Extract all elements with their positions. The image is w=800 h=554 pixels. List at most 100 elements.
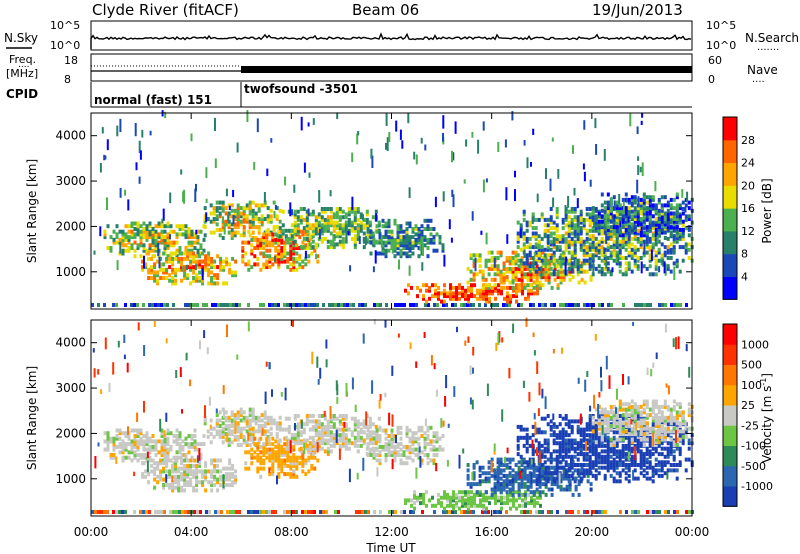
data-cell (567, 422, 571, 427)
data-cell (472, 303, 475, 307)
data-cell (399, 227, 403, 231)
data-cell (627, 266, 631, 271)
data-cell (206, 434, 210, 439)
data-cell (296, 435, 300, 440)
data-cell (627, 253, 631, 258)
data-cell (579, 217, 583, 222)
data-cell (449, 285, 452, 290)
data-cell (591, 217, 595, 222)
data-cell (434, 288, 437, 293)
data-cell (353, 427, 357, 432)
data-cell (228, 461, 232, 466)
data-cell (396, 229, 400, 234)
data-cell (277, 265, 281, 270)
data-cell (269, 219, 273, 224)
data-cell (171, 485, 175, 490)
data-cell (534, 234, 538, 239)
data-cell (553, 457, 557, 462)
data-cell (375, 428, 379, 433)
power-colorbar-tick: 4 (741, 270, 748, 283)
data-cell (537, 427, 541, 432)
data-cell (594, 473, 598, 478)
data-cell (180, 262, 184, 267)
data-cell (171, 483, 175, 487)
data-cell (540, 454, 544, 459)
data-cell (314, 231, 318, 236)
data-cell (559, 261, 563, 266)
data-cell (353, 212, 357, 217)
data-cell (408, 265, 411, 276)
data-cell (413, 506, 416, 511)
data-cell (377, 223, 381, 228)
data-cell (582, 258, 586, 263)
data-cell (509, 285, 512, 290)
data-cell (666, 227, 670, 232)
data-cell (411, 243, 415, 248)
data-cell (230, 421, 234, 426)
data-cell (437, 498, 440, 503)
data-cell (399, 251, 403, 256)
data-cell (109, 439, 113, 444)
data-cell (423, 439, 427, 444)
data-cell (552, 245, 556, 250)
data-cell (121, 458, 125, 463)
data-cell (541, 476, 545, 481)
data-cell (231, 270, 235, 275)
data-cell (434, 294, 437, 299)
data-cell (177, 488, 181, 493)
data-cell (654, 222, 658, 227)
data-cell (567, 239, 571, 244)
data-cell (675, 217, 679, 221)
data-cell (218, 200, 222, 205)
data-cell (296, 430, 300, 435)
data-cell (588, 220, 592, 225)
data-cell (338, 427, 342, 432)
data-cell (573, 239, 577, 244)
data-cell (168, 474, 172, 479)
data-cell (588, 207, 592, 211)
data-cell (371, 446, 375, 451)
data-cell (356, 419, 360, 424)
data-cell (165, 276, 169, 280)
data-cell (271, 240, 275, 245)
data-cell (233, 434, 237, 439)
data-cell (669, 233, 673, 238)
data-cell (568, 484, 572, 489)
data-cell (541, 275, 545, 280)
data-cell (307, 469, 311, 474)
data-cell (407, 283, 410, 288)
data-cell (470, 501, 473, 506)
data-cell (531, 245, 535, 250)
cpid-mode-twofsound: twofsound -3501 (244, 82, 358, 96)
data-cell (440, 495, 443, 500)
data-cell (160, 240, 164, 245)
data-cell (234, 474, 238, 479)
data-cell (534, 269, 538, 274)
data-cell (490, 264, 494, 269)
data-cell (393, 458, 397, 463)
data-cell (546, 476, 550, 481)
data-cell (630, 217, 634, 221)
data-cell (606, 227, 610, 232)
data-cell (269, 217, 273, 221)
data-cell (216, 458, 220, 463)
data-cell (484, 283, 488, 288)
data-cell (412, 303, 415, 307)
data-cell (171, 480, 175, 485)
data-cell (573, 245, 577, 250)
data-cell (368, 416, 372, 421)
data-cell (204, 472, 208, 477)
data-cell (148, 243, 152, 248)
data-cell (201, 483, 205, 487)
data-cell (154, 232, 158, 237)
data-cell (429, 425, 433, 430)
data-cell (675, 225, 679, 230)
data-cell (494, 498, 497, 503)
data-cell (311, 226, 315, 231)
data-cell (196, 251, 200, 256)
data-cell (156, 259, 160, 264)
data-cell (372, 431, 376, 436)
data-cell (552, 231, 556, 236)
data-cell (506, 492, 509, 497)
data-cell (210, 256, 214, 261)
